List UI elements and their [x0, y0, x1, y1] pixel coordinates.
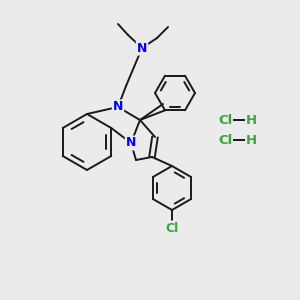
Text: N: N [137, 41, 147, 55]
Text: N: N [113, 100, 123, 113]
Text: N: N [126, 136, 136, 149]
Text: Cl: Cl [218, 134, 232, 146]
Text: H: H [246, 134, 257, 146]
Text: Cl: Cl [165, 221, 178, 235]
Text: Cl: Cl [218, 113, 232, 127]
Text: H: H [246, 113, 257, 127]
